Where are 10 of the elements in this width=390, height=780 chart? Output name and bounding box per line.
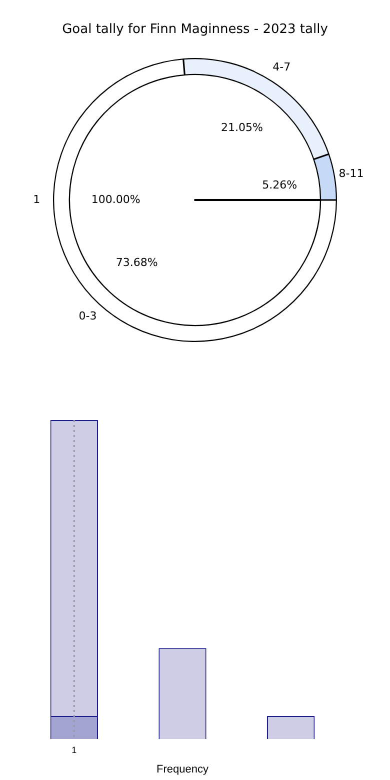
chart-title: Goal tally for Finn Maginness - 2023 tally (61, 22, 329, 37)
slice-label: 1 (33, 192, 40, 206)
slice-label: 4-7 (272, 60, 291, 74)
data-label: 100.00% (91, 192, 140, 206)
data-label: 5.26% (262, 178, 298, 192)
slice-label: 0-3 (78, 309, 97, 322)
x-axis-title: Frequency (156, 763, 209, 776)
data-label: 21.05% (220, 121, 263, 134)
data-label: 73.68% (116, 256, 158, 269)
slice-label: 8-11 (338, 166, 364, 180)
